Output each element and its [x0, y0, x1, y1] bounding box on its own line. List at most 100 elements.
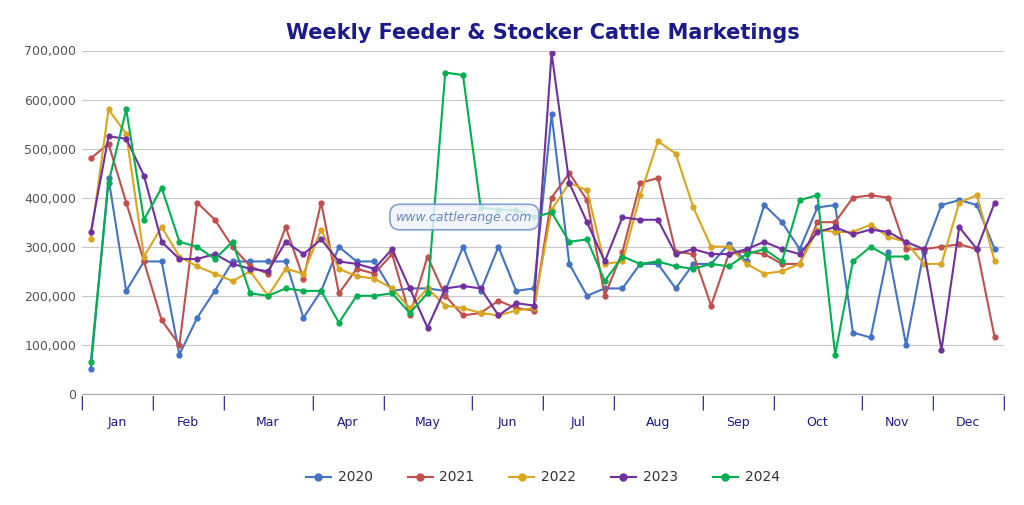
Text: Oct: Oct [807, 416, 828, 429]
2023 [403, 285, 416, 291]
2020 [652, 261, 665, 267]
Title: Weekly Feeder & Stocker Cattle Marketings: Weekly Feeder & Stocker Cattle Marketing… [286, 23, 800, 43]
Text: Sep: Sep [726, 416, 750, 429]
2021 [173, 342, 185, 348]
Text: Dec: Dec [955, 416, 980, 429]
2022 [546, 207, 558, 213]
2022 [705, 244, 717, 250]
2020 [546, 111, 558, 117]
2021 [988, 334, 1000, 340]
2024 [102, 180, 115, 186]
2024 [297, 288, 309, 294]
2021 [190, 199, 203, 206]
2020 [935, 202, 947, 208]
2024 [883, 254, 895, 260]
2024 [156, 185, 168, 191]
2023 [510, 300, 522, 306]
Line: 2022: 2022 [88, 107, 997, 318]
Text: Nov: Nov [885, 416, 909, 429]
2021 [546, 194, 558, 200]
2024 [563, 239, 575, 245]
2024 [457, 72, 469, 78]
2024 [740, 251, 753, 257]
2020 [988, 246, 1000, 252]
Legend: 2020, 2021, 2022, 2023, 2024: 2020, 2021, 2022, 2023, 2024 [300, 465, 785, 490]
2024 [138, 217, 151, 223]
2024 [599, 278, 611, 284]
2020 [403, 285, 416, 291]
2024 [493, 207, 505, 213]
Text: Jun: Jun [498, 416, 517, 429]
Text: May: May [415, 416, 440, 429]
2024 [369, 293, 381, 299]
2024 [510, 207, 522, 213]
Line: 2021: 2021 [88, 141, 997, 347]
2024 [262, 293, 274, 299]
2022 [102, 107, 115, 113]
2024 [900, 254, 912, 260]
2020 [687, 261, 699, 267]
2024 [794, 197, 806, 203]
2024 [581, 236, 593, 242]
2024 [864, 244, 877, 250]
Line: 2020: 2020 [88, 112, 997, 372]
2024 [209, 256, 221, 262]
2024 [652, 259, 665, 265]
2023 [156, 239, 168, 245]
Text: www.cattlerange.com: www.cattlerange.com [396, 211, 532, 224]
2023 [652, 217, 665, 223]
2024 [315, 288, 328, 294]
2020 [156, 259, 168, 265]
2023 [687, 246, 699, 252]
Text: Apr: Apr [337, 416, 358, 429]
2024 [546, 210, 558, 216]
2024 [634, 261, 646, 267]
2024 [85, 359, 97, 365]
2024 [776, 259, 788, 265]
2024 [403, 310, 416, 316]
2024 [811, 192, 823, 198]
2023 [935, 347, 947, 353]
2023 [546, 50, 558, 56]
2021 [85, 156, 97, 162]
2022 [85, 236, 97, 242]
2024 [670, 263, 682, 269]
2021 [670, 248, 682, 255]
2024 [244, 290, 256, 296]
2024 [333, 320, 345, 326]
2024 [474, 205, 486, 211]
2024 [226, 239, 239, 245]
2021 [705, 302, 717, 309]
2020 [510, 288, 522, 294]
2024 [422, 290, 434, 296]
2024 [386, 290, 398, 296]
2024 [616, 254, 629, 260]
2024 [280, 285, 292, 291]
2024 [439, 70, 452, 76]
2022 [670, 150, 682, 157]
2024 [758, 246, 770, 252]
Line: 2024: 2024 [88, 70, 908, 365]
2020 [85, 366, 97, 372]
2022 [493, 313, 505, 319]
2024 [687, 266, 699, 272]
2024 [190, 244, 203, 250]
2024 [120, 107, 132, 113]
2021 [102, 141, 115, 147]
2024 [527, 214, 540, 220]
2022 [173, 254, 185, 260]
2022 [422, 285, 434, 291]
Text: Jan: Jan [108, 416, 127, 429]
Text: Jul: Jul [570, 416, 586, 429]
2021 [599, 293, 611, 299]
Text: Feb: Feb [177, 416, 200, 429]
2021 [439, 293, 452, 299]
2024 [173, 239, 185, 245]
2023 [85, 229, 97, 235]
Text: Mar: Mar [256, 416, 280, 429]
2024 [847, 259, 859, 265]
2022 [988, 259, 1000, 265]
2023 [581, 219, 593, 225]
2024 [723, 263, 735, 269]
2024 [829, 351, 842, 358]
